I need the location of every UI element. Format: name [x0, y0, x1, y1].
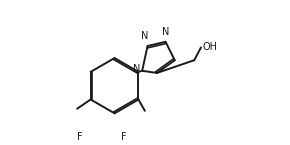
Text: F: F: [77, 132, 83, 142]
Text: N: N: [162, 27, 170, 37]
Text: OH: OH: [202, 42, 218, 52]
Text: F: F: [121, 132, 126, 142]
Text: N: N: [133, 64, 140, 74]
Text: N: N: [141, 31, 149, 41]
